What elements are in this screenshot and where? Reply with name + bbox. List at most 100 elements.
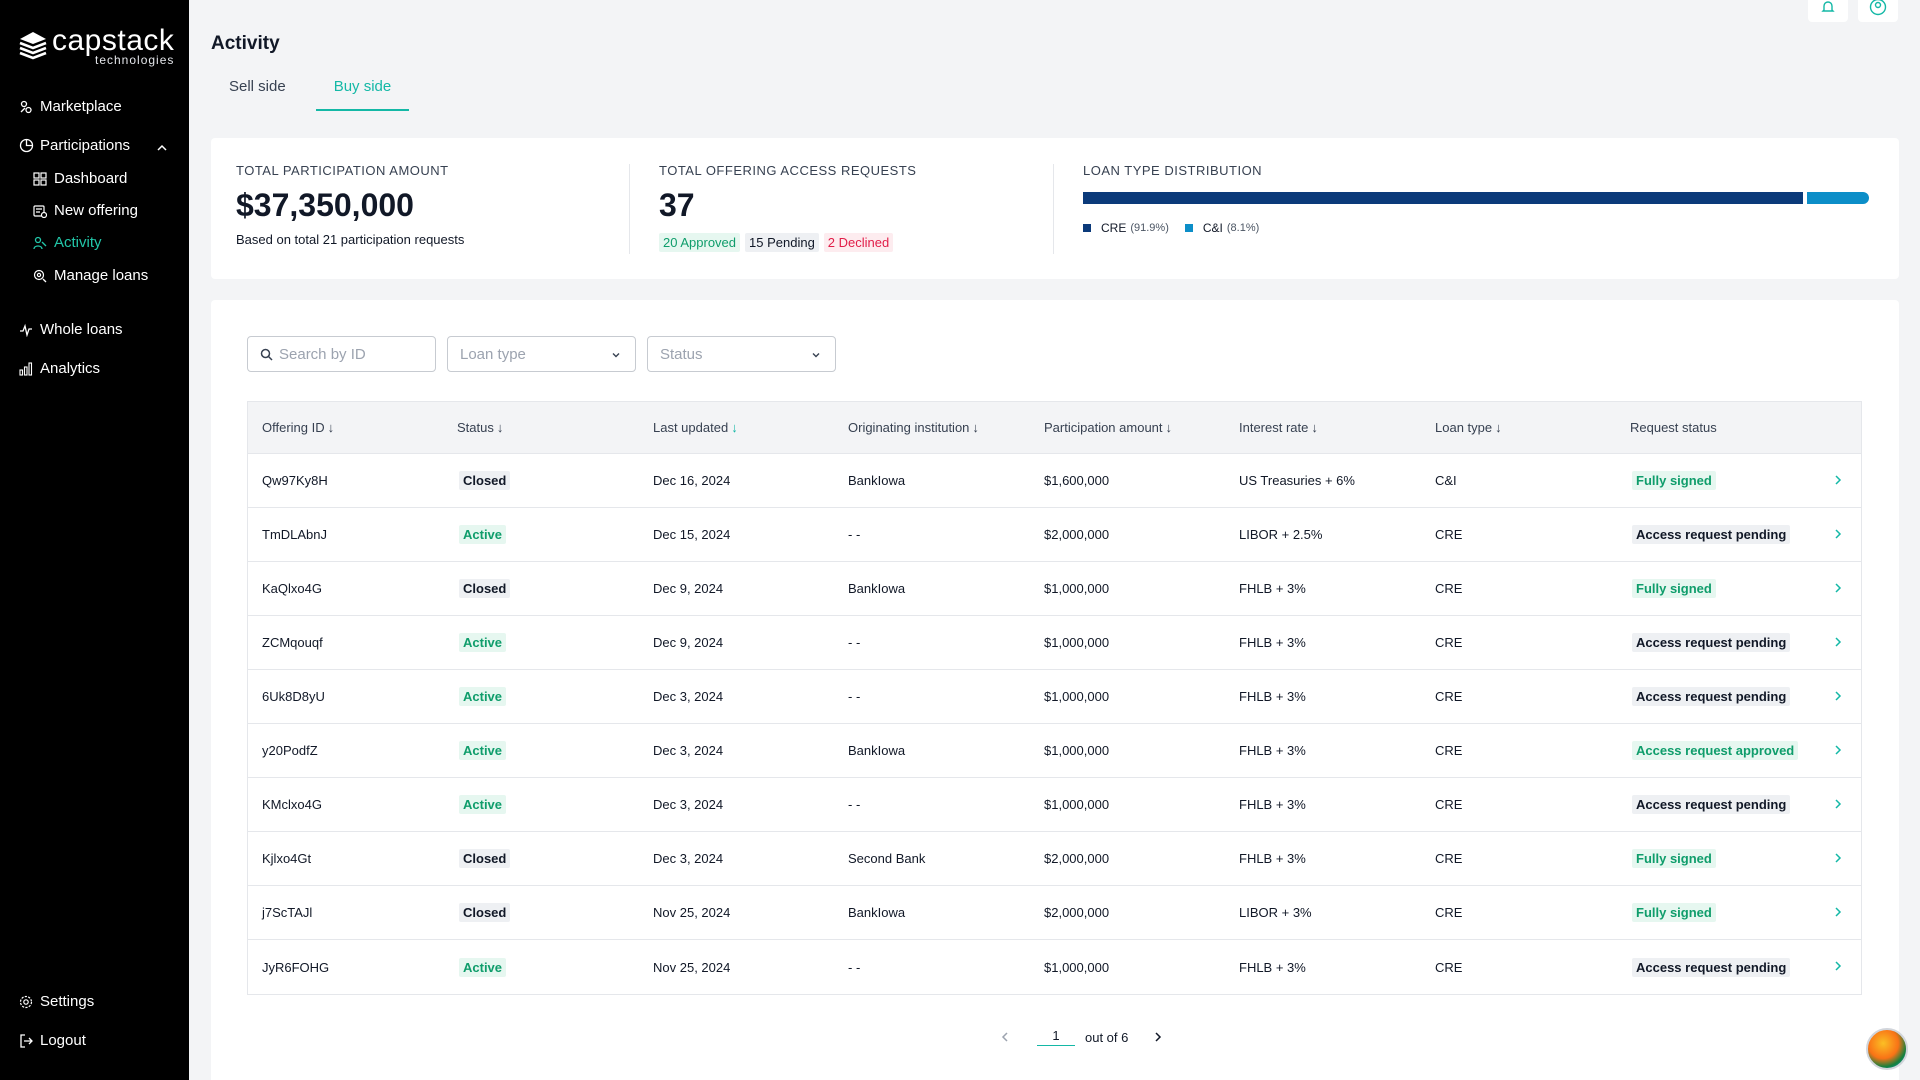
cell-amount: $1,000,000 <box>1044 797 1110 812</box>
filters-bar: Loan type Status <box>247 336 847 372</box>
cell-request-status: Access request approved <box>1616 741 1846 760</box>
col-label: Offering ID <box>262 420 325 435</box>
status-badge: Closed <box>459 903 511 922</box>
cell-interest-rate: FHLB + 3% <box>1239 959 1306 975</box>
chevron-right-icon[interactable] <box>1833 906 1843 918</box>
chevron-up-icon[interactable] <box>155 141 169 155</box>
chevron-right-icon[interactable] <box>1833 582 1843 594</box>
cell-last-updated: Dec 3, 2024 <box>653 797 724 812</box>
col-offering-id[interactable]: Offering ID ↓ <box>248 420 443 435</box>
sidebar-item-dashboard[interactable]: Dashboard <box>32 170 127 187</box>
sidebar-item-settings[interactable]: Settings <box>18 993 94 1010</box>
col-originating-institution[interactable]: Originating institution ↓ <box>834 420 1030 435</box>
chevron-right-icon[interactable] <box>1833 690 1843 702</box>
chevron-down-icon <box>812 353 820 358</box>
cell-last-updated: Nov 25, 2024 <box>653 905 731 920</box>
logo-icon <box>19 32 47 60</box>
search-field[interactable] <box>247 336 436 372</box>
table-row[interactable]: j7ScTAJl Closed Nov 25, 2024 BankIowa $2,000… <box>248 886 1861 940</box>
sidebar-item-marketplace[interactable]: Marketplace <box>18 98 122 115</box>
status-badge: Active <box>459 633 507 652</box>
tab-sell-side[interactable]: Sell side <box>229 78 286 95</box>
col-participation-amount[interactable]: Participation amount ↓ <box>1030 420 1225 435</box>
sidebar-item-label: Whole loans <box>40 321 123 338</box>
chevron-right-icon[interactable] <box>1833 636 1843 648</box>
chevron-right-icon[interactable] <box>1833 474 1843 486</box>
col-last-updated[interactable]: Last updated ↓ <box>639 420 834 435</box>
stat-label: LOAN TYPE DISTRIBUTION <box>1083 163 1263 178</box>
cell-interest-rate: FHLB + 3% <box>1239 689 1306 704</box>
next-page-button[interactable] <box>1150 1029 1166 1045</box>
cell-last-updated: Dec 3, 2024 <box>653 743 724 758</box>
sidebar-item-new-offering[interactable]: New offering <box>32 202 138 219</box>
request-status-badge: Fully signed <box>1632 471 1716 490</box>
col-interest-rate[interactable]: Interest rate ↓ <box>1225 420 1421 435</box>
new-offering-icon <box>32 203 48 219</box>
sidebar-item-logout[interactable]: Logout <box>18 1032 86 1049</box>
chevron-right-icon[interactable] <box>1833 798 1843 810</box>
col-status[interactable]: Status ↓ <box>443 420 639 435</box>
search-input[interactable] <box>279 345 419 363</box>
cell-amount: $2,000,000 <box>1044 905 1110 920</box>
table-row[interactable]: Qw97Ky8H Closed Dec 16, 2024 BankIowa $1,600… <box>248 454 1861 508</box>
col-loan-type[interactable]: Loan type ↓ <box>1421 420 1616 435</box>
chevron-right-icon[interactable] <box>1833 852 1843 864</box>
page-number[interactable]: 1 <box>1037 1028 1075 1046</box>
request-status-badge: Access request pending <box>1632 687 1791 706</box>
table-row[interactable]: y20PodfZ Active Dec 3, 2024 BankIowa $1,000,… <box>248 724 1861 778</box>
status-select-label: Status <box>660 345 703 363</box>
stats-divider <box>1053 164 1054 254</box>
cell-loan-type: CRE <box>1435 959 1463 975</box>
cell-offering-id: JyR6FOHG <box>262 959 330 975</box>
cell-status: Active <box>443 687 639 706</box>
sidebar-item-participations[interactable]: Participations <box>18 137 130 154</box>
prev-page-button[interactable] <box>997 1029 1013 1045</box>
col-label: Originating institution <box>848 420 970 435</box>
assistant-avatar[interactable] <box>1866 1028 1908 1070</box>
bell-icon <box>1821 1 1835 12</box>
sidebar-item-activity[interactable]: Activity <box>32 234 102 251</box>
notifications-button[interactable] <box>1808 0 1848 22</box>
status-select[interactable]: Status <box>647 336 836 372</box>
table-row[interactable]: TmDLAbnJ Active Dec 15, 2024 - - $2,000,000 L… <box>248 508 1861 562</box>
cell-request-status: Access request pending <box>1616 687 1846 706</box>
pagination: 1 out of 6 <box>997 1028 1166 1046</box>
profile-button[interactable] <box>1858 0 1898 22</box>
cell-loan-type: CRE <box>1435 527 1463 542</box>
chevron-right-icon[interactable] <box>1833 744 1843 756</box>
table-row[interactable]: 6Uk8D8yU Active Dec 3, 2024 - - $1,000,000 FH… <box>248 670 1861 724</box>
stats-card: TOTAL PARTICIPATION AMOUNT $37,350,000 B… <box>211 138 1899 279</box>
cell-status: Active <box>443 633 639 652</box>
cell-interest-rate: FHLB + 3% <box>1239 635 1306 650</box>
tab-buy-side[interactable]: Buy side <box>315 70 410 111</box>
table-row[interactable]: JyR6FOHG Active Nov 25, 2024 - - $1,000,000 F… <box>248 940 1861 994</box>
chevron-right-icon <box>1155 1032 1162 1042</box>
brand-logo[interactable]: capstack technologies <box>18 26 174 66</box>
sort-arrow-icon: ↓ <box>731 420 738 435</box>
sort-arrow-icon: ↓ <box>1165 420 1173 435</box>
cell-request-status: Access request pending <box>1616 525 1846 544</box>
sidebar-item-manage-loans[interactable]: Manage loans <box>32 267 148 284</box>
cell-status: Closed <box>443 903 639 922</box>
sidebar-item-analytics[interactable]: Analytics <box>18 360 100 377</box>
brand-sub: technologies <box>95 53 175 67</box>
loan-type-select[interactable]: Loan type <box>447 336 636 372</box>
table-row[interactable]: KaQlxo4G Closed Dec 9, 2024 BankIowa $1,000,… <box>248 562 1861 616</box>
manage-loans-icon <box>32 268 48 284</box>
status-badge: Closed <box>459 849 511 868</box>
cell-interest-rate: LIBOR + 3% <box>1239 905 1312 920</box>
legend-item: CRE (91.9%) <box>1083 221 1169 235</box>
table-row[interactable]: ZCMqouqf Active Dec 9, 2024 - - $1,000,000 FH… <box>248 616 1861 670</box>
sort-arrow-icon: ↓ <box>1495 420 1502 435</box>
legend-swatch <box>1184 224 1193 232</box>
chevron-right-icon[interactable] <box>1833 960 1843 972</box>
table-header: Offering ID ↓ Status ↓ Last updated ↓ Origi… <box>248 402 1861 454</box>
chevron-right-icon[interactable] <box>1833 528 1843 540</box>
table-row[interactable]: Kjlxo4Gt Closed Dec 3, 2024 Second Bank $2,0… <box>248 832 1861 886</box>
table-row[interactable]: KMclxo4G Active Dec 3, 2024 - - $1,000,000 FH… <box>248 778 1861 832</box>
request-status-badge: Access request pending <box>1632 957 1791 977</box>
legend-swatch <box>1083 224 1091 232</box>
dashboard-icon <box>32 171 48 187</box>
sidebar-item-whole-loans[interactable]: Whole loans <box>18 321 123 338</box>
cell-amount: $1,000,000 <box>1044 689 1110 704</box>
